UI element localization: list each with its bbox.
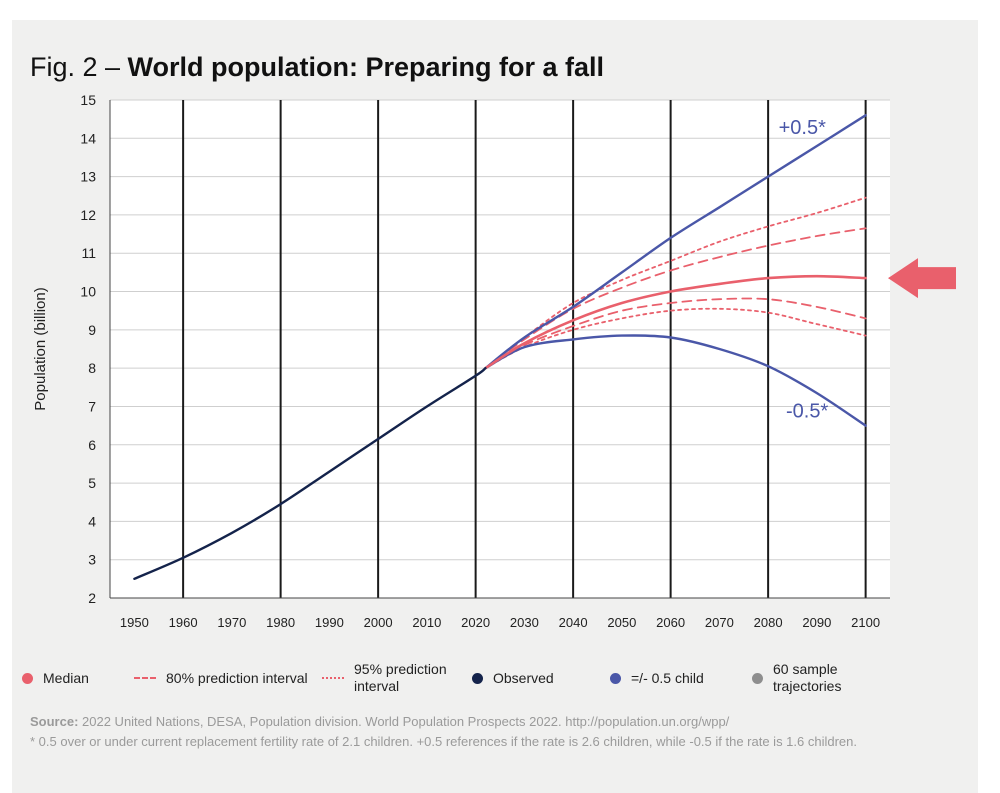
y-tick-label: 10 [80,284,96,300]
x-tick-label: 1980 [266,615,295,630]
y-tick-label: 7 [88,398,96,414]
y-tick-label: 3 [88,552,96,568]
legend-label: 95% prediction interval [354,661,447,694]
legend-item: =/- 0.5 child [610,656,761,700]
legend-dot-icon [610,672,621,684]
legend-item: Observed [472,656,613,700]
series-line-80-prediction-interval-upper [484,227,867,370]
legend-item: 60 sample trajectories [752,656,883,700]
legend-dot-icon [472,672,483,684]
y-axis-label: Population (billion) [32,287,49,410]
chart-title: Fig. 2 – World population: Preparing for… [30,52,604,83]
series-line-80-prediction-interval-lower [484,297,867,370]
legend-item: Median [22,656,133,700]
y-tick-label: 15 [80,92,96,108]
legend-label: Observed [493,669,554,686]
legend-dotted-line-icon [322,677,344,679]
highlight-arrow-icon [888,258,956,299]
x-tick-label: 2040 [559,615,588,630]
legend-dot-icon [752,672,763,684]
legend-item: 95% prediction interval [322,656,484,700]
y-tick-label: 6 [88,437,96,453]
legend: Median 80% prediction interval 95% predict… [22,656,982,700]
x-tick-label: 1960 [169,615,198,630]
annotation-minus-half: -0.5* [786,400,828,422]
title-main: World population: Preparing for a fall [127,52,605,82]
x-tick-label: 2100 [851,615,880,630]
y-tick-label: 13 [80,169,96,185]
x-tick-label: 1990 [315,615,344,630]
legend-dashed-line-icon [134,677,156,679]
y-tick-label: 4 [88,513,96,529]
x-tick-label: 2020 [461,615,490,630]
x-tick-label: 1950 [120,615,149,630]
y-tick-label: 12 [80,207,96,223]
x-tick-label: 2080 [754,615,783,630]
x-tick-label: 2070 [705,615,734,630]
legend-dot-icon [22,672,33,684]
population-chart: 2 3 4 5 6 7 8 9 10 11 12 13 14 15 1950 1960 1970 1980 1990… [32,92,956,630]
y-tick-label: 14 [80,130,96,146]
legend-label: =/- 0.5 child [631,669,704,686]
source-note: Source: 2022 United Nations, DESA, Popul… [30,712,960,752]
y-tick-label: 2 [88,590,96,606]
x-tick-label: 1970 [217,615,246,630]
series-line-0-5-child [484,114,867,370]
x-tick-label: 2030 [510,615,539,630]
y-tick-label: 9 [88,322,96,338]
x-tick-label: 2000 [364,615,393,630]
series-line-observed [133,367,487,580]
legend-label: 80% prediction interval [166,669,308,686]
source-line-1: 2022 United Nations, DESA, Population di… [78,714,730,729]
legend-label: 60 sample trajectories [773,661,842,694]
series-line-95-prediction-interval-lower [484,307,867,370]
series-line-0-5-child [484,334,867,427]
y-tick-label: 11 [81,245,96,261]
legend-label: Median [43,669,89,686]
series-line-median [484,274,867,370]
x-tick-label: 2090 [802,615,831,630]
x-tick-label: 2010 [412,615,441,630]
title-prefix: Fig. 2 – [30,52,128,82]
x-tick-label: 2060 [656,615,685,630]
legend-item: 80% prediction interval [134,656,326,700]
x-tick-label: 2050 [607,615,636,630]
y-tick-label: 8 [88,360,96,376]
source-label: Source: [30,714,79,729]
y-tick-label: 5 [88,475,96,491]
annotation-plus-half: +0.5* [779,117,826,139]
source-line-2: * 0.5 over or under current replacement … [30,734,858,749]
